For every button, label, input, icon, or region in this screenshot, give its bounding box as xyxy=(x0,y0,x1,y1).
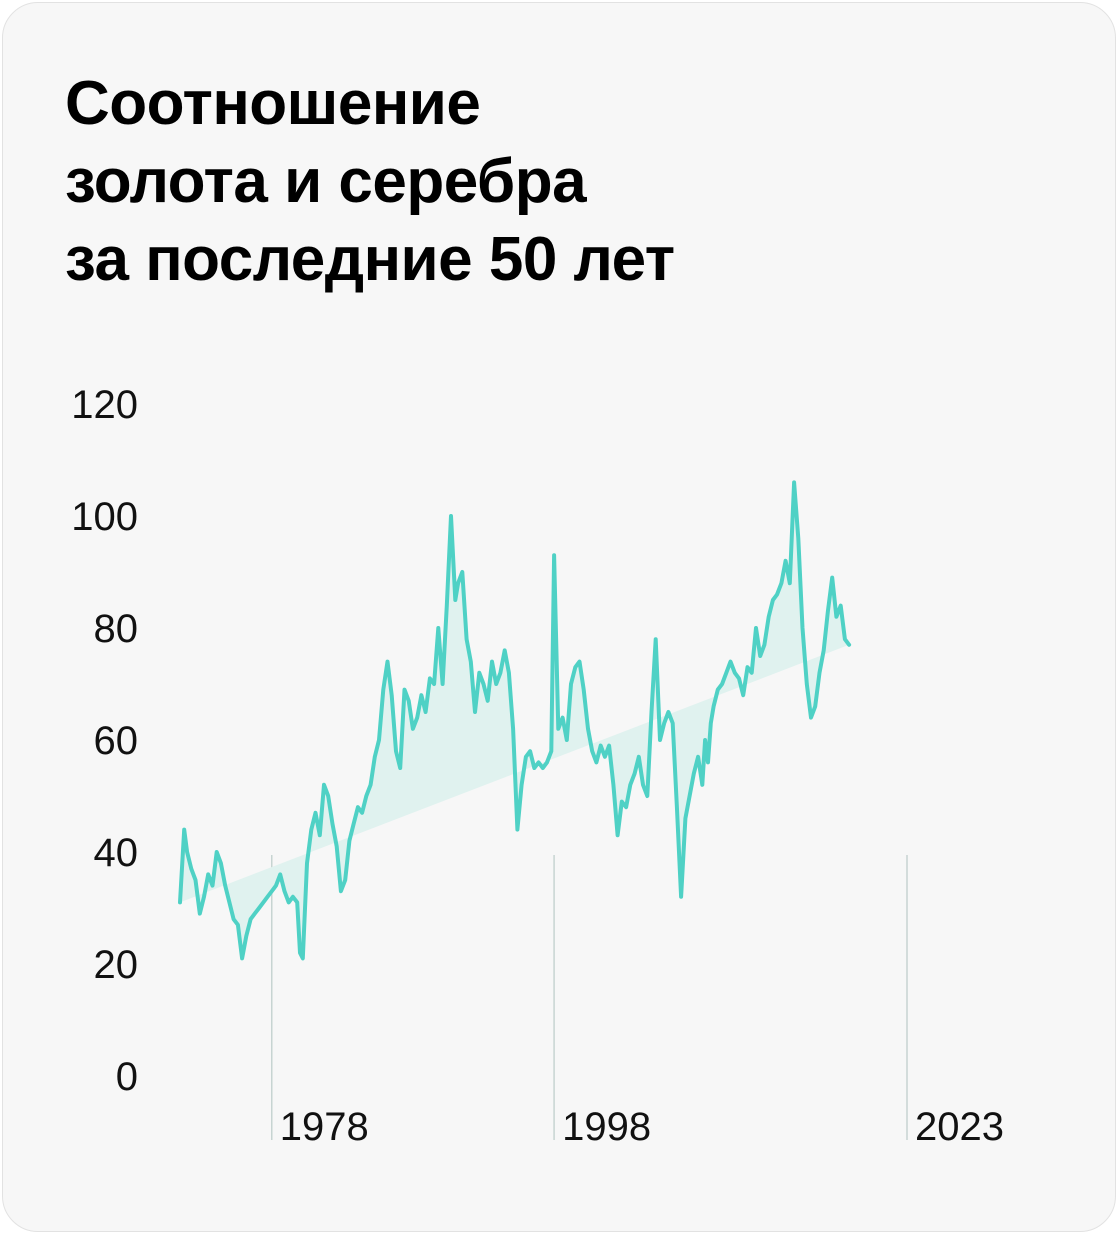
y-tick-label: 0 xyxy=(116,1055,138,1099)
x-tick-label: 1978 xyxy=(280,1105,369,1149)
y-tick-label: 100 xyxy=(71,495,138,539)
y-tick-label: 80 xyxy=(94,607,139,651)
y-tick-label: 40 xyxy=(94,831,139,875)
y-tick-label: 20 xyxy=(94,943,139,987)
ratio-series-line xyxy=(178,480,852,961)
x-tick-label: 1998 xyxy=(562,1105,651,1149)
ratio-area-fill xyxy=(180,482,850,959)
chart-title: Соотношение золота и серебра за последни… xyxy=(65,69,675,294)
y-tick-label: 120 xyxy=(71,383,138,427)
y-tick-label: 60 xyxy=(94,719,139,763)
x-marker-lines xyxy=(271,855,908,1140)
x-tick-label: 2023 xyxy=(915,1105,1004,1149)
x-axis-ticks: 1978 1998 2023 xyxy=(280,1105,1004,1149)
y-axis-ticks: 0 20 40 60 80 100 120 xyxy=(71,383,138,1099)
